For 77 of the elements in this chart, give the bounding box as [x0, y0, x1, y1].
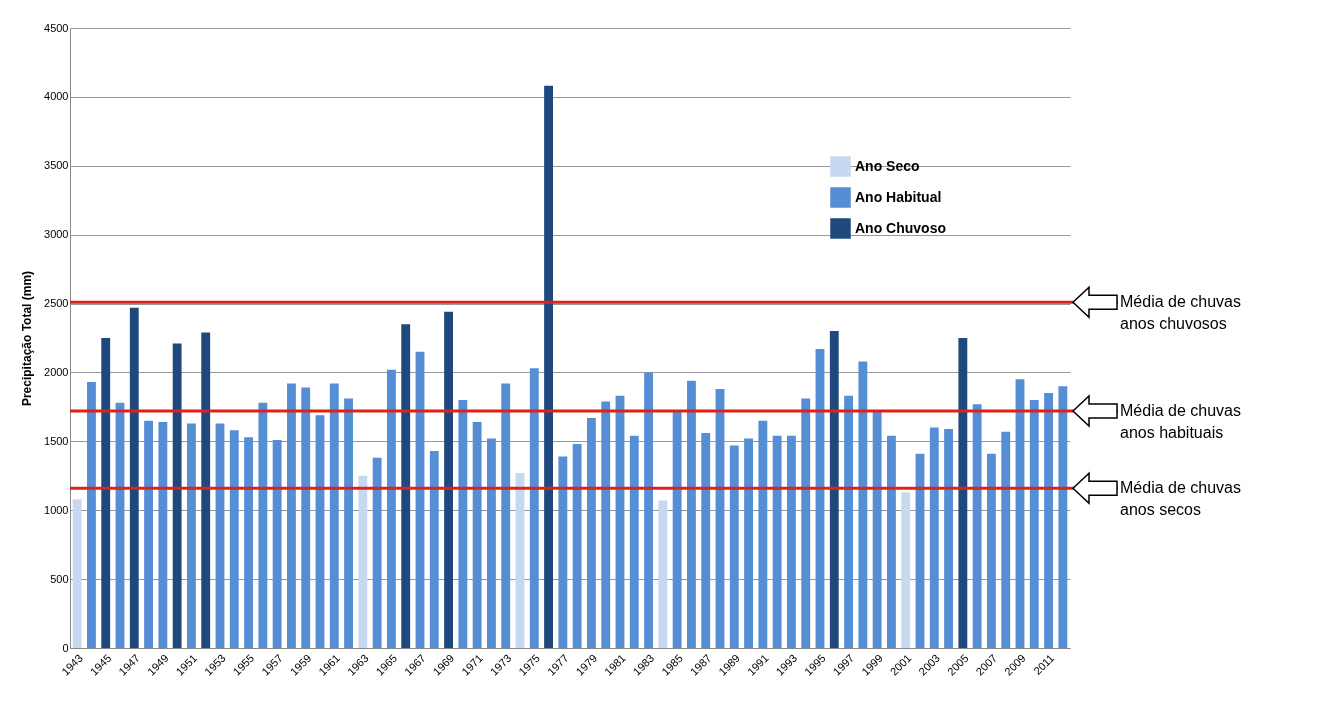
- bar: [301, 387, 311, 648]
- ref-line-label: Média de chuvas anos habituais: [1120, 402, 1241, 442]
- bar: [658, 500, 668, 648]
- y-tick-label: 0: [62, 641, 69, 654]
- y-tick-label: 2000: [44, 365, 69, 378]
- bar: [487, 438, 496, 648]
- bar: [458, 400, 468, 648]
- bar: [329, 383, 339, 648]
- bar: [829, 331, 839, 648]
- bar: [958, 338, 968, 648]
- y-tick-label: 1500: [44, 434, 69, 447]
- bar: [444, 311, 453, 648]
- y-tick-label: 4500: [44, 21, 69, 34]
- bar: [529, 368, 539, 648]
- bar: [344, 398, 353, 648]
- y-tick-label: 500: [50, 572, 69, 585]
- bar: [144, 420, 153, 648]
- bar: [429, 450, 439, 648]
- bar: [87, 382, 96, 648]
- legend-label: Ano Seco: [855, 157, 920, 174]
- bar: [72, 499, 82, 648]
- bar: [687, 380, 696, 648]
- bar: [572, 444, 582, 648]
- bar: [587, 417, 596, 648]
- y-tick-label: 2500: [44, 297, 69, 310]
- y-tick-label: 3000: [44, 228, 69, 241]
- bar: [229, 430, 239, 648]
- bar: [287, 383, 296, 648]
- bar: [929, 427, 939, 648]
- bar: [272, 439, 282, 648]
- bar: [787, 435, 796, 648]
- bar: [901, 492, 911, 648]
- bar: [372, 457, 382, 648]
- legend-label: Ano Chuvoso: [855, 219, 946, 236]
- bar: [872, 411, 882, 648]
- bar: [758, 420, 768, 648]
- y-tick-label: 1000: [44, 503, 69, 516]
- bar: [644, 372, 653, 648]
- bar: [558, 456, 568, 648]
- bar: [244, 437, 253, 648]
- bar: [987, 453, 996, 648]
- bar: [1029, 400, 1039, 648]
- bar: [772, 435, 782, 648]
- bar: [187, 423, 196, 648]
- bar: [701, 433, 711, 648]
- bar: [858, 361, 868, 648]
- bar: [672, 411, 682, 648]
- bar: [844, 395, 853, 648]
- bar: [801, 398, 811, 648]
- bar: [401, 324, 411, 648]
- bar: [158, 422, 168, 648]
- bar: [258, 402, 268, 648]
- bar: [944, 428, 953, 648]
- bar: [172, 343, 182, 648]
- bar: [201, 332, 211, 648]
- ref-line-label: Média de chuvas anos secos: [1120, 479, 1241, 519]
- bar: [887, 435, 896, 648]
- bar: [387, 369, 396, 648]
- bar: [501, 383, 511, 648]
- legend-label: Ano Habitual: [855, 188, 942, 205]
- y-axis-title: Precipitação Total (mm): [20, 270, 35, 407]
- bar: [972, 404, 982, 648]
- bar: [101, 338, 111, 648]
- bar: [744, 438, 753, 648]
- y-tick-label: 3500: [44, 159, 69, 172]
- bar: [472, 422, 482, 648]
- y-tick-label: 4000: [44, 90, 69, 103]
- bar: [358, 475, 368, 648]
- bar: [629, 435, 639, 648]
- bar: [1001, 431, 1011, 648]
- ref-line-label: Média de chuvas anos chuvosos: [1120, 293, 1241, 333]
- bar: [601, 401, 611, 648]
- bar: [1044, 393, 1053, 648]
- bar: [729, 445, 739, 648]
- bar: [129, 307, 139, 648]
- bar: [544, 85, 553, 648]
- bar: [1058, 386, 1068, 648]
